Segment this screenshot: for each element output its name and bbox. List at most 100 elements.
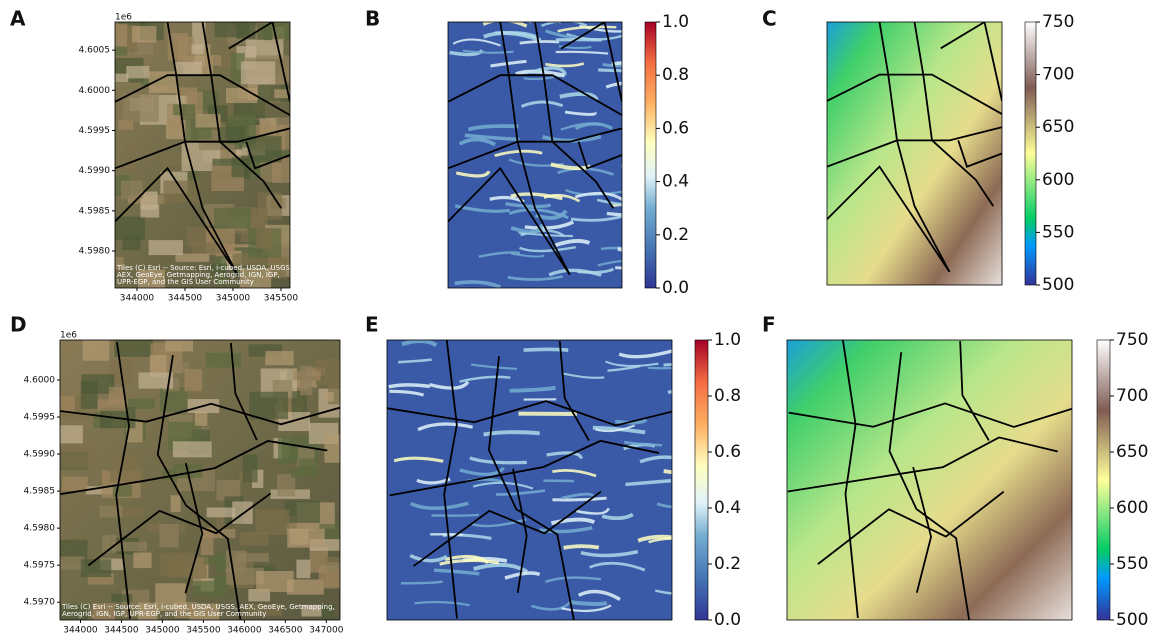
ridge <box>523 347 569 352</box>
ridge <box>624 440 663 447</box>
field <box>214 22 250 38</box>
x-tick-label: 344000 <box>63 626 98 636</box>
colorbar-tick-label: 600 <box>1116 498 1148 518</box>
x-tick-label: 344500 <box>168 294 203 304</box>
field <box>248 589 271 602</box>
ridge <box>534 66 567 75</box>
ridge <box>617 246 622 252</box>
colorbar-tick-label: 1.0 <box>662 12 689 32</box>
ridge <box>611 61 622 66</box>
field <box>284 500 321 523</box>
field <box>328 383 340 405</box>
field <box>235 553 269 562</box>
field <box>232 501 253 524</box>
ridge <box>598 68 622 73</box>
field <box>272 157 290 183</box>
map <box>387 340 672 620</box>
field <box>210 263 227 275</box>
field <box>120 180 144 199</box>
attribution: Tiles (C) Esri -- Source: Esri, i-cubed,… <box>61 603 335 611</box>
field <box>177 95 188 104</box>
ridge <box>605 81 622 89</box>
ridge <box>563 372 605 379</box>
colorbar-tick-label: 650 <box>1116 442 1148 462</box>
field <box>159 524 179 548</box>
field <box>192 22 206 49</box>
field <box>60 395 75 413</box>
boundary <box>115 342 131 619</box>
ridge <box>409 501 469 511</box>
colorbar-tick-label: 0.4 <box>714 498 741 518</box>
field <box>324 434 340 463</box>
x-tick-label: 346000 <box>227 626 262 636</box>
ridge <box>531 601 572 611</box>
field <box>108 507 143 518</box>
ridge <box>558 45 592 50</box>
field <box>172 441 212 458</box>
colorbar <box>644 21 657 289</box>
ridge <box>639 455 672 464</box>
ridge <box>597 259 622 267</box>
y-tick-label: 4.5990 <box>24 450 56 460</box>
ridge <box>600 246 622 251</box>
field <box>111 593 133 603</box>
field <box>123 93 159 122</box>
field <box>277 474 296 497</box>
field <box>115 216 146 241</box>
field <box>247 136 282 163</box>
boundary <box>115 166 239 276</box>
ridge <box>545 62 585 68</box>
ridge <box>504 571 541 580</box>
field <box>115 23 128 46</box>
field <box>118 22 147 26</box>
colorbar-tick-label: 750 <box>1116 330 1148 350</box>
field <box>195 114 221 128</box>
boundary <box>115 127 290 170</box>
boundary <box>60 402 340 426</box>
boundary <box>245 141 290 170</box>
field <box>320 604 335 620</box>
field <box>148 71 178 94</box>
ridge <box>545 29 577 39</box>
ridge <box>393 456 444 463</box>
ridge <box>429 380 470 390</box>
field <box>138 372 174 389</box>
ridge <box>621 164 622 168</box>
colorbar-tick-label: 550 <box>1116 554 1148 574</box>
ridge <box>439 558 500 566</box>
panel-label: D <box>10 313 27 337</box>
ridge <box>462 49 514 54</box>
ridge <box>472 481 534 490</box>
boundary <box>443 340 458 619</box>
ridge <box>550 517 596 526</box>
offset-text: 1e6 <box>115 13 132 23</box>
map <box>60 340 340 620</box>
ridge <box>555 50 609 55</box>
ridge <box>540 22 588 27</box>
field <box>245 39 284 59</box>
colorbar-tick-label: 750 <box>1042 12 1074 32</box>
colorbar <box>694 339 709 621</box>
panel-label: E <box>365 313 379 337</box>
field <box>60 556 85 570</box>
field <box>216 479 241 501</box>
field <box>132 26 157 43</box>
boundary <box>913 22 994 207</box>
x-tick-label: 345500 <box>186 626 221 636</box>
boundary <box>827 73 1002 115</box>
boundary <box>60 440 328 496</box>
field <box>126 25 137 53</box>
ridge <box>509 385 556 393</box>
y-tick-label: 4.5995 <box>24 413 56 423</box>
colorbar <box>1096 339 1111 621</box>
field <box>122 235 141 251</box>
boundary <box>817 490 1005 565</box>
field <box>125 142 136 171</box>
field <box>249 391 289 420</box>
field <box>155 583 186 611</box>
ridge <box>505 202 552 209</box>
elevation-map <box>827 22 1002 285</box>
field <box>184 369 203 392</box>
boundary <box>488 356 575 620</box>
field <box>319 524 340 539</box>
